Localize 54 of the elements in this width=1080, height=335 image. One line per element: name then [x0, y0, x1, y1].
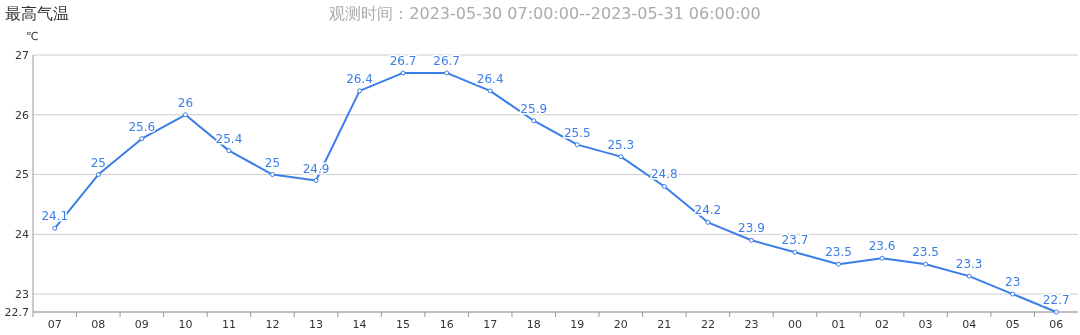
- x-tick-label: 02: [875, 318, 890, 331]
- x-tick-label: 15: [396, 318, 411, 331]
- x-tick-label: 05: [1005, 318, 1020, 331]
- data-label: 25.3: [607, 137, 635, 152]
- chart-title: 最高气温: [5, 4, 69, 23]
- data-label: 25: [264, 155, 281, 170]
- y-tick-label: 27: [15, 48, 29, 62]
- x-tick-label: 20: [613, 318, 628, 331]
- data-label: 25.6: [128, 119, 156, 134]
- x-tick-label: 19: [570, 318, 585, 331]
- x-tick-label: 08: [91, 318, 106, 331]
- data-label: 25.5: [563, 125, 591, 140]
- data-label: 23.6: [868, 239, 896, 254]
- data-label: 26: [177, 95, 194, 110]
- data-label: 23.5: [825, 245, 852, 260]
- x-tick-label: 01: [831, 318, 846, 331]
- y-tick-label: 24: [15, 228, 29, 242]
- data-label: 26.4: [476, 71, 504, 86]
- x-tick-label: 18: [526, 318, 541, 331]
- data-label: 23.7: [781, 233, 809, 248]
- data-label: 26.4: [346, 71, 373, 86]
- data-label: 24.8: [650, 167, 678, 182]
- chart-subtitle: 观测时间：2023-05-30 07:00:00--2023-05-31 06:00:00: [329, 4, 761, 23]
- x-tick-label: 16: [439, 318, 454, 331]
- data-label: 22.7: [1042, 293, 1070, 307]
- x-tick-label: 04: [962, 318, 977, 331]
- x-tick-label: 09: [134, 318, 149, 331]
- x-tick-label: 03: [918, 318, 933, 331]
- data-label: 25.9: [520, 101, 548, 116]
- x-tick-label: 06: [1049, 318, 1064, 331]
- x-tick-label: 11: [221, 318, 236, 331]
- data-label: 23.3: [955, 257, 983, 272]
- data-label: 23.5: [912, 245, 939, 260]
- data-label: 26.7: [389, 53, 417, 68]
- y-tick-label: 26: [15, 108, 29, 122]
- x-tick-label: 22: [700, 318, 715, 331]
- y-tick-label: 25: [15, 168, 29, 182]
- x-tick-label: 13: [309, 318, 324, 331]
- x-tick-label: 17: [483, 318, 498, 331]
- x-tick-label: 14: [352, 318, 367, 331]
- data-label: 23: [1005, 275, 1021, 290]
- y-tick-label: 22.7: [4, 305, 29, 319]
- x-tick-label: 12: [265, 318, 280, 331]
- data-label: 24.2: [694, 203, 722, 218]
- x-tick-label: 21: [657, 318, 672, 331]
- y-axis-title: ℃: [26, 30, 39, 43]
- x-tick-label: 07: [47, 318, 62, 331]
- data-label: 26.7: [433, 53, 461, 68]
- y-tick-label: 23: [15, 287, 29, 301]
- data-label: 25: [90, 155, 106, 170]
- x-tick-label: 00: [787, 318, 802, 331]
- x-tick-label: 23: [744, 318, 759, 331]
- data-label: 23.9: [738, 221, 765, 236]
- x-tick-label: 10: [178, 318, 193, 331]
